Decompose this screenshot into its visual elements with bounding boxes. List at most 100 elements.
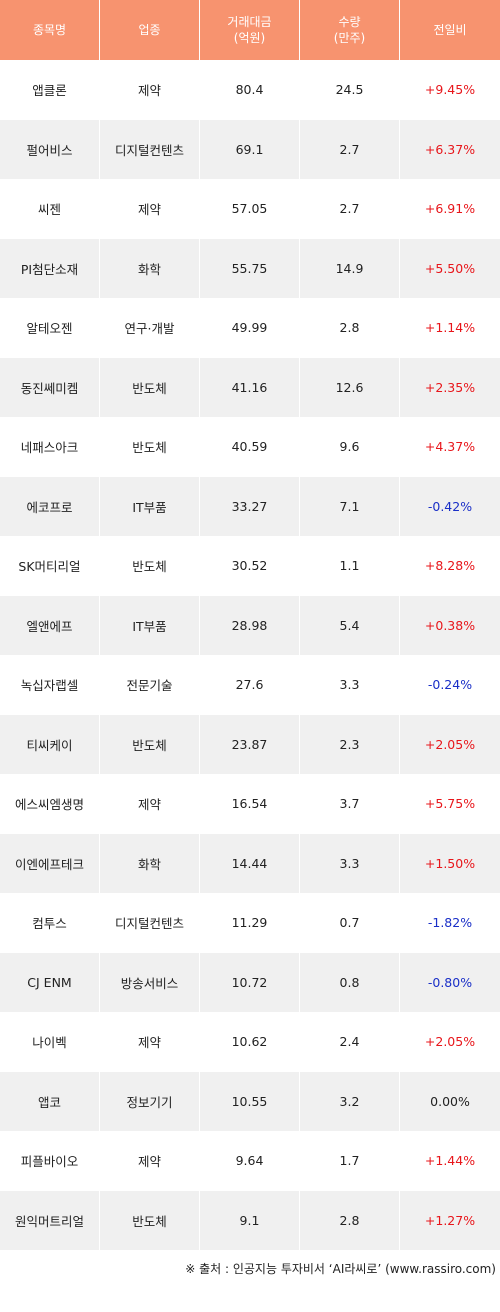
trade-amount: 49.99	[200, 298, 300, 358]
trade-amount: 27.6	[200, 655, 300, 715]
table-row: 엘앤에프 IT부품 28.98 5.4 +0.38%	[0, 595, 500, 655]
trade-amount: 55.75	[200, 238, 300, 298]
sector: 제약	[100, 179, 200, 239]
trade-amount: 28.98	[200, 595, 300, 655]
change-rate: -0.80%	[427, 974, 473, 990]
stock-name: PI첨단소재	[0, 238, 100, 298]
header-change: 전일비	[400, 0, 500, 60]
header-amount-unit: (억원)	[233, 31, 266, 45]
trade-amount: 40.59	[200, 417, 300, 477]
change-rate: 0.00%	[430, 1093, 470, 1109]
stock-name: 앱코	[0, 1071, 100, 1131]
stock-name: 피플바이오	[0, 1131, 100, 1191]
trade-volume: 14.9	[300, 238, 400, 298]
header-amount: 거래대금 (억원)	[200, 0, 300, 60]
stock-name: CJ ENM	[0, 952, 100, 1012]
header-name: 종목명	[0, 0, 100, 60]
table-row: 앱클론 제약 80.4 24.5 +9.45%	[0, 60, 500, 120]
header-sector: 업종	[100, 0, 200, 60]
sector: 디지털컨텐츠	[100, 893, 200, 953]
header-change-label: 전일비	[433, 23, 467, 37]
sector: 반도체	[100, 1190, 200, 1250]
stock-name: 네패스아크	[0, 417, 100, 477]
trade-amount: 10.55	[200, 1071, 300, 1131]
table-row: 티씨케이 반도체 23.87 2.3 +2.05%	[0, 714, 500, 774]
stock-name: 티씨케이	[0, 714, 100, 774]
trade-volume: 9.6	[300, 417, 400, 477]
trade-amount: 9.1	[200, 1190, 300, 1250]
sector: 디지털컨텐츠	[100, 119, 200, 179]
table-row: SK머티리얼 반도체 30.52 1.1 +8.28%	[0, 536, 500, 596]
trade-volume: 2.4	[300, 1012, 400, 1072]
trade-volume: 5.4	[300, 595, 400, 655]
trade-amount: 57.05	[200, 179, 300, 239]
change-rate: +1.50%	[424, 855, 476, 871]
change-rate: +1.44%	[424, 1153, 476, 1169]
sector: 방송서비스	[100, 952, 200, 1012]
table-row: 에코프로 IT부품 33.27 7.1 -0.42%	[0, 476, 500, 536]
table-header: 종목명 업종 거래대금 (억원) 수량 (만주) 전일비	[0, 0, 500, 60]
header-volume: 수량 (만주)	[300, 0, 400, 60]
sector: 제약	[100, 60, 200, 120]
sector: 정보기기	[100, 1071, 200, 1131]
table-row: CJ ENM 방송서비스 10.72 0.8 -0.80%	[0, 952, 500, 1012]
change-rate: +5.50%	[424, 260, 476, 276]
stock-name: 에코프로	[0, 476, 100, 536]
trade-volume: 7.1	[300, 476, 400, 536]
stock-name: 에스씨엠생명	[0, 774, 100, 834]
sector: 반도체	[100, 714, 200, 774]
change-rate: +8.28%	[424, 558, 476, 574]
sector: 제약	[100, 774, 200, 834]
table-row: 펄어비스 디지털컨텐츠 69.1 2.7 +6.37%	[0, 119, 500, 179]
table-row: 컴투스 디지털컨텐츠 11.29 0.7 -1.82%	[0, 893, 500, 953]
trade-volume: 24.5	[300, 60, 400, 120]
trade-volume: 2.8	[300, 298, 400, 358]
source-note: ※ 출처 : 인공지능 투자비서 ‘AI라씨로’ (www.rassiro.co…	[185, 1262, 496, 1276]
stock-name: 앱클론	[0, 60, 100, 120]
sector: 반도체	[100, 357, 200, 417]
trade-volume: 0.7	[300, 893, 400, 953]
header-volume-label: 수량	[338, 15, 361, 29]
trade-amount: 80.4	[200, 60, 300, 120]
trade-volume: 3.3	[300, 833, 400, 893]
change-rate: +2.05%	[424, 1034, 476, 1050]
stock-table: 종목명 업종 거래대금 (억원) 수량 (만주) 전일비 앱클론 제약 80.4 24…	[0, 0, 500, 1250]
change-rate: +9.45%	[424, 82, 476, 98]
change-rate: +1.14%	[424, 320, 476, 336]
trade-amount: 11.29	[200, 893, 300, 953]
stock-name: SK머티리얼	[0, 536, 100, 596]
table-row: 씨젠 제약 57.05 2.7 +6.91%	[0, 179, 500, 239]
trade-volume: 2.7	[300, 179, 400, 239]
header-amount-label: 거래대금	[227, 15, 272, 29]
table-row: 알테오젠 연구·개발 49.99 2.8 +1.14%	[0, 298, 500, 358]
trade-amount: 69.1	[200, 119, 300, 179]
table-row: 이엔에프테크 화학 14.44 3.3 +1.50%	[0, 833, 500, 893]
table-row: 나이벡 제약 10.62 2.4 +2.05%	[0, 1012, 500, 1072]
change-rate: -0.24%	[427, 677, 473, 693]
header-volume-unit: (만주)	[333, 31, 366, 45]
stock-name: 컴투스	[0, 893, 100, 953]
trade-volume: 2.8	[300, 1190, 400, 1250]
table-row: PI첨단소재 화학 55.75 14.9 +5.50%	[0, 238, 500, 298]
change-rate: +4.37%	[424, 439, 476, 455]
table-row: 에스씨엠생명 제약 16.54 3.7 +5.75%	[0, 774, 500, 834]
change-rate: +2.05%	[424, 736, 476, 752]
sector: 제약	[100, 1131, 200, 1191]
trade-amount: 30.52	[200, 536, 300, 596]
table-row: 피플바이오 제약 9.64 1.7 +1.44%	[0, 1131, 500, 1191]
table-row: 앱코 정보기기 10.55 3.2 0.00%	[0, 1071, 500, 1131]
stock-name: 씨젠	[0, 179, 100, 239]
stock-name: 녹십자랩셀	[0, 655, 100, 715]
change-rate: +5.75%	[424, 796, 476, 812]
header-name-label: 종목명	[32, 23, 67, 37]
sector: IT부품	[100, 595, 200, 655]
table-row: 녹십자랩셀 전문기술 27.6 3.3 -0.24%	[0, 655, 500, 715]
trade-volume: 3.3	[300, 655, 400, 715]
change-rate: -1.82%	[427, 915, 473, 931]
sector: 화학	[100, 238, 200, 298]
trade-volume: 2.7	[300, 119, 400, 179]
trade-volume: 12.6	[300, 357, 400, 417]
stock-name: 나이벡	[0, 1012, 100, 1072]
table-row: 네패스아크 반도체 40.59 9.6 +4.37%	[0, 417, 500, 477]
sector: 연구·개발	[100, 298, 200, 358]
